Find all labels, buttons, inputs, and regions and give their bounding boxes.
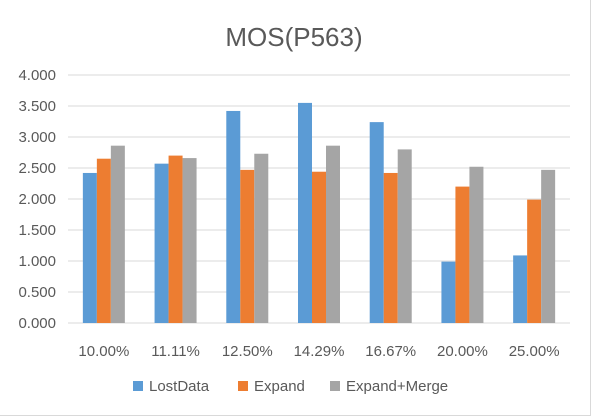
y-axis-ticks: 0.000 0.500 1.000 1.500 2.000 2.500 3.000 3.500… (18, 67, 56, 332)
y-tick-label: 0.000 (18, 315, 56, 332)
legend-swatch (133, 381, 143, 391)
bar-lostdata-0 (82, 172, 97, 323)
bars (82, 102, 556, 324)
x-tick-label: 16.67% (365, 343, 416, 360)
bar-expand-merge-6 (541, 169, 556, 323)
legend: LostData Expand Expand+Merge (133, 378, 448, 395)
y-tick-label: 4.000 (18, 67, 56, 84)
bar-expand-merge-1 (182, 158, 197, 323)
bar-lostdata-3 (298, 102, 312, 324)
x-tick-label: 11.11% (151, 343, 200, 360)
bar-expand-1 (168, 155, 183, 323)
x-tick-label: 25.00% (509, 343, 560, 360)
y-tick-label: 0.500 (18, 284, 56, 301)
x-axis-ticks: 10.00% 11.11% 12.50% 14.29% 16.67% 20.00% 25.0… (78, 343, 559, 360)
x-tick-label: 14.29% (294, 343, 345, 360)
bar-expand-merge-2 (254, 153, 269, 323)
bar-lostdata-4 (369, 122, 384, 324)
bar-lostdata-1 (154, 163, 169, 323)
legend-swatch (330, 381, 340, 391)
bar-expand-5 (455, 186, 470, 323)
x-tick-label: 20.00% (437, 343, 488, 360)
bar-expand-merge-4 (397, 149, 412, 323)
legend-label: Expand (254, 378, 305, 395)
bar-expand-4 (383, 172, 398, 323)
y-tick-label: 3.000 (18, 129, 56, 146)
bar-expand-2 (240, 169, 255, 323)
bar-expand-merge-0 (110, 145, 125, 323)
bar-expand-merge-5 (469, 166, 484, 323)
y-tick-label: 2.500 (18, 160, 56, 177)
y-tick-label: 1.000 (18, 253, 56, 270)
legend-swatch (238, 381, 248, 391)
y-tick-label: 1.500 (18, 222, 56, 239)
bar-lostdata-6 (513, 255, 528, 323)
chart-title: MOS(P563) (225, 22, 362, 52)
x-tick-label: 12.50% (222, 343, 273, 360)
bar-expand-0 (96, 158, 111, 323)
bar-expand-6 (527, 199, 542, 323)
bar-lostdata-5 (441, 261, 456, 323)
x-tick-label: 10.00% (78, 343, 129, 360)
bar-lostdata-2 (226, 110, 241, 324)
y-tick-label: 2.000 (18, 191, 56, 208)
bar-expand-merge-3 (326, 145, 340, 323)
legend-label: Expand+Merge (346, 378, 448, 395)
bar-expand-3 (312, 171, 326, 323)
y-tick-label: 3.500 (18, 98, 56, 115)
legend-label: LostData (149, 378, 210, 395)
